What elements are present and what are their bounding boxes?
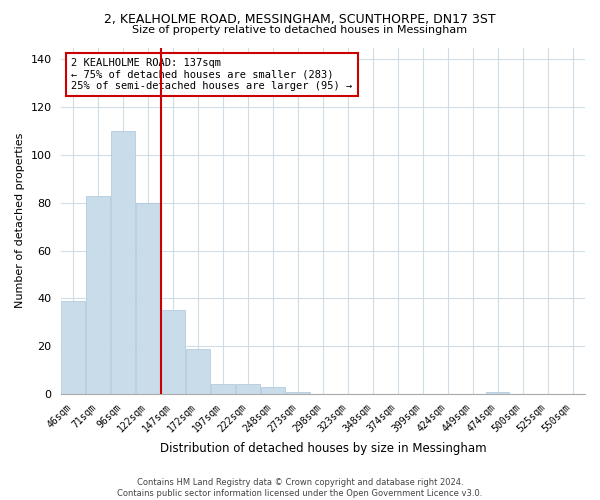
Bar (86, 196, 110, 394)
Bar (161, 310, 185, 394)
Text: 2 KEALHOLME ROAD: 137sqm
← 75% of detached houses are smaller (283)
25% of semi-: 2 KEALHOLME ROAD: 137sqm ← 75% of detach… (71, 58, 352, 91)
Bar (136, 203, 160, 394)
Y-axis label: Number of detached properties: Number of detached properties (15, 133, 25, 308)
Text: Size of property relative to detached houses in Messingham: Size of property relative to detached ho… (133, 25, 467, 35)
Text: 2, KEALHOLME ROAD, MESSINGHAM, SCUNTHORPE, DN17 3ST: 2, KEALHOLME ROAD, MESSINGHAM, SCUNTHORP… (104, 12, 496, 26)
Bar (286, 392, 310, 394)
X-axis label: Distribution of detached houses by size in Messingham: Distribution of detached houses by size … (160, 442, 486, 455)
Bar (236, 384, 260, 394)
Bar (61, 301, 85, 394)
Bar (186, 348, 210, 394)
Bar (211, 384, 235, 394)
Text: Contains HM Land Registry data © Crown copyright and database right 2024.
Contai: Contains HM Land Registry data © Crown c… (118, 478, 482, 498)
Bar (111, 131, 135, 394)
Bar (486, 392, 509, 394)
Bar (261, 387, 285, 394)
